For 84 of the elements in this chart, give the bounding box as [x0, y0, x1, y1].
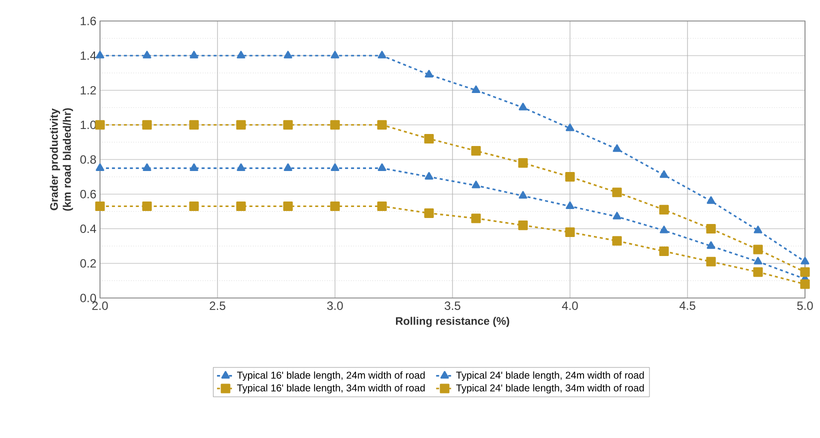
- point: [753, 267, 763, 277]
- x-tick-label: 3.5: [444, 302, 460, 310]
- point: [330, 120, 340, 130]
- point: [612, 212, 622, 220]
- point: [330, 50, 340, 58]
- point: [660, 170, 668, 178]
- point: [471, 146, 481, 156]
- point: [518, 102, 528, 110]
- legend-label: Typical 16' blade length, 24m width of road: [237, 371, 425, 381]
- y-tick-label: 1.2: [80, 86, 96, 94]
- point: [284, 50, 292, 58]
- point: [424, 134, 434, 144]
- point: [518, 191, 528, 199]
- point: [142, 201, 152, 212]
- x-axis-title: Rolling resistance (%): [396, 316, 510, 328]
- y-tick-label: 0.8: [80, 155, 96, 164]
- point: [95, 201, 105, 212]
- point: [284, 163, 292, 171]
- point: [96, 163, 104, 171]
- point: [189, 120, 199, 130]
- point: [471, 214, 481, 224]
- point: [800, 256, 810, 264]
- x-tick-label: 4.5: [679, 302, 696, 310]
- point: [753, 244, 763, 254]
- point: [424, 70, 434, 78]
- point: [612, 144, 622, 152]
- point: [236, 201, 246, 212]
- point: [330, 201, 340, 212]
- y-tick-label: 1.4: [80, 52, 96, 60]
- point: [706, 256, 716, 266]
- point: [706, 241, 716, 249]
- y-tick-label: 0.0: [80, 294, 96, 302]
- point: [330, 163, 340, 171]
- legend-label: Typical 24' blade length, 24m width of road: [456, 371, 644, 381]
- x-tick-label: 2.5: [210, 302, 226, 310]
- point: [190, 163, 198, 171]
- point: [377, 120, 387, 130]
- point: [518, 220, 528, 230]
- point: [472, 180, 480, 188]
- point: [236, 163, 246, 171]
- point: [236, 50, 246, 58]
- point: [754, 226, 762, 234]
- point: [518, 158, 528, 168]
- point: [189, 201, 199, 212]
- point: [565, 227, 575, 237]
- y-tick-label: 1.6: [80, 16, 96, 26]
- legend-label: Typical 24' blade length, 34m width of road: [456, 384, 644, 394]
- point: [754, 256, 762, 264]
- y-tick-label: 0.2: [80, 259, 96, 268]
- y-tick-label: 0.6: [80, 190, 96, 198]
- point: [236, 120, 246, 130]
- point: [377, 201, 387, 212]
- legend-label: Typical 16' blade length, 34m width of road: [237, 384, 425, 394]
- point: [659, 204, 669, 214]
- x-tick-label: 2.0: [92, 302, 108, 310]
- point: [95, 120, 105, 130]
- point: [659, 246, 669, 256]
- point: [660, 226, 668, 234]
- point: [378, 50, 386, 58]
- x-tick-label: 4.0: [562, 302, 578, 310]
- point: [424, 208, 434, 218]
- point: [566, 201, 574, 210]
- x-tick-label: 5.0: [797, 302, 813, 310]
- point: [612, 236, 622, 246]
- point: [706, 224, 716, 234]
- point: [800, 267, 810, 277]
- point: [96, 50, 104, 58]
- point: [472, 85, 480, 94]
- point: [283, 201, 293, 212]
- point: [142, 163, 152, 171]
- point: [612, 188, 622, 198]
- point: [800, 279, 810, 289]
- point: [142, 50, 152, 58]
- y-tick-label: 0.4: [80, 224, 96, 233]
- point: [565, 172, 575, 182]
- point: [142, 120, 152, 130]
- point: [378, 163, 386, 171]
- point: [283, 120, 293, 130]
- point: [190, 50, 198, 58]
- point: [706, 196, 716, 204]
- y-axis-title: Grader productivity (km road bladed/hr): [50, 108, 74, 211]
- x-tick-label: 3.0: [327, 302, 343, 310]
- point: [424, 172, 434, 180]
- point: [566, 124, 574, 132]
